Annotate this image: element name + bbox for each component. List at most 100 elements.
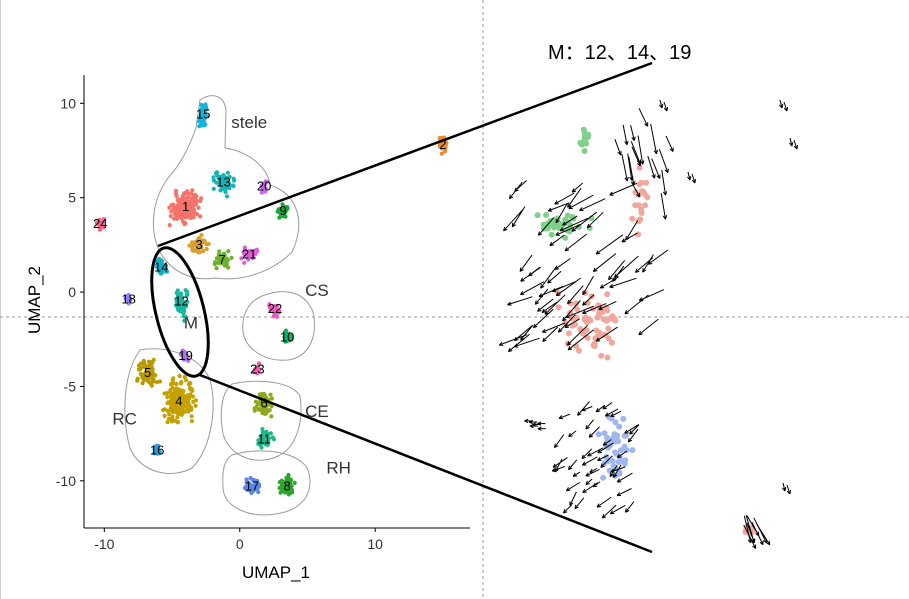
velocity-arrow xyxy=(581,456,598,466)
region-label-stele: stele xyxy=(231,113,267,132)
cluster-label-19: 19 xyxy=(178,348,192,363)
cluster-points-17 xyxy=(242,475,262,496)
cluster-points-19 xyxy=(178,348,191,363)
region-label-cs: CS xyxy=(305,281,329,300)
cluster-label-3: 3 xyxy=(196,237,203,252)
cluster-points-13 xyxy=(211,170,237,199)
velocity-arrow xyxy=(555,277,581,297)
cluster-label-20: 20 xyxy=(257,178,271,193)
velocity-arrow xyxy=(537,217,554,236)
velocity-arrow xyxy=(609,504,626,515)
cluster-points-2 xyxy=(437,135,449,156)
velocity-arrow xyxy=(638,289,665,302)
m-region-ellipse xyxy=(150,246,210,378)
cluster-points-24 xyxy=(94,217,107,232)
velocity-arrow xyxy=(609,465,618,478)
region-label-rc: RC xyxy=(112,410,137,429)
velocity-arrow xyxy=(559,217,589,232)
velocity-arrow xyxy=(629,424,640,435)
cluster-points-20 xyxy=(259,179,270,195)
x-tick-label: 10 xyxy=(367,536,383,552)
velocity-arrow xyxy=(519,254,533,272)
velocity-arrow xyxy=(597,454,609,461)
velocity-arrow xyxy=(608,260,626,281)
stele-outline xyxy=(152,95,300,280)
rc-outline xyxy=(124,348,214,475)
velocity-arrow xyxy=(564,233,588,252)
velocity-arrow xyxy=(569,491,577,506)
velocity-arrow xyxy=(595,405,605,413)
velocity-arrow xyxy=(562,215,578,226)
velocity-arrow xyxy=(616,450,628,459)
velocity-arrow xyxy=(514,324,534,342)
velocity-arrow xyxy=(743,524,757,549)
velocity-arrow xyxy=(574,497,585,510)
cluster-label-14: 14 xyxy=(154,260,168,275)
velocity-arrow xyxy=(647,155,656,179)
velocity-arrow xyxy=(567,285,584,305)
velocity-arrow xyxy=(624,501,635,513)
velocity-arrow xyxy=(609,277,637,289)
velocity-arrow xyxy=(528,419,538,425)
cluster-label-10: 10 xyxy=(280,329,294,344)
velocity-arrow xyxy=(586,211,604,229)
velocity-arrow xyxy=(595,326,618,342)
velocity-arrow xyxy=(566,324,588,346)
zoom-panel-title: M：12、14、19 xyxy=(548,42,691,64)
velocity-arrow xyxy=(554,258,571,270)
velocity-arrow xyxy=(627,428,639,443)
velocity-arrow xyxy=(498,334,528,346)
velocity-arrow xyxy=(551,281,576,293)
velocity-arrow xyxy=(520,281,545,296)
velocity-arrow xyxy=(568,194,594,210)
velocity-arrow xyxy=(582,303,607,315)
cluster-points-11 xyxy=(256,427,276,450)
velocity-arrow xyxy=(624,424,640,434)
velocity-arrow xyxy=(540,266,557,289)
cluster-points-12 xyxy=(174,288,190,323)
velocity-arrow xyxy=(659,99,664,109)
velocity-arrow xyxy=(537,426,546,431)
velocity-arrow xyxy=(507,333,530,353)
cs-outline xyxy=(242,291,315,361)
velocity-arrow xyxy=(613,464,622,478)
cluster-points-8 xyxy=(277,472,297,497)
velocity-arrow xyxy=(621,154,629,182)
cluster-label-1: 1 xyxy=(182,199,189,214)
cluster-points-23 xyxy=(252,361,262,376)
velocity-arrow xyxy=(562,300,581,322)
velocity-arrow xyxy=(572,471,581,477)
velocity-arrow xyxy=(595,234,624,255)
velocity-arrow xyxy=(753,517,767,544)
velocity-arrow xyxy=(567,329,594,351)
velocity-arrow xyxy=(647,249,669,265)
velocity-arrow xyxy=(554,192,575,205)
velocity-arrow xyxy=(651,158,661,179)
velocity-arrow xyxy=(582,275,594,296)
velocity-arrow xyxy=(597,442,614,454)
cluster-points-5 xyxy=(135,357,163,388)
velocity-arrow xyxy=(592,481,601,488)
velocity-arrow xyxy=(579,198,606,212)
velocity-arrow xyxy=(650,123,658,155)
y-tick-label: 5 xyxy=(68,190,76,206)
cluster-label-12: 12 xyxy=(174,294,188,309)
velocity-arrow xyxy=(596,496,612,508)
cluster-label-22: 22 xyxy=(268,301,282,316)
velocity-arrow xyxy=(616,472,633,483)
velocity-arrow xyxy=(547,202,570,212)
velocity-arrow xyxy=(602,439,612,446)
cluster-label-16: 16 xyxy=(150,443,164,458)
y-ticks: 10 5 0 -5 -10 xyxy=(56,95,84,489)
zoom-velocity-panel xyxy=(498,99,798,549)
y-tick-label: -5 xyxy=(64,378,77,394)
cluster-label-9: 9 xyxy=(279,203,286,218)
region-label-rh: RH xyxy=(326,459,351,478)
velocity-arrow xyxy=(630,125,636,141)
x-ticks: -10 0 10 xyxy=(94,528,383,552)
velocity-arrow xyxy=(658,148,669,174)
cluster-label-13: 13 xyxy=(216,175,230,190)
cluster-points-21 xyxy=(239,245,260,265)
velocity-arrow xyxy=(661,169,668,196)
